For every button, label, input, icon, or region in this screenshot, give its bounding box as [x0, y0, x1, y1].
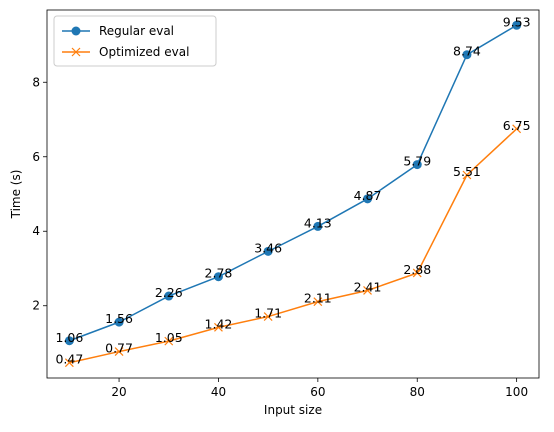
data-label-1-70: 4.87: [354, 188, 382, 203]
data-label-2-30: 1.05: [155, 330, 183, 345]
y-tick-label-8: 8: [32, 75, 40, 89]
series-line-2: [69, 128, 518, 364]
series-2-point-10: [64, 358, 74, 368]
series-2-point-80: [412, 268, 422, 278]
series-2-point-60: [313, 297, 323, 307]
y-tick-label-6: 6: [32, 150, 40, 164]
plot-frame: [46, 9, 540, 379]
data-labels-layer: 1.06 1.56 2.26 2.78 3.46 4.13 4.87 5.79 8.74 9.53…: [55, 14, 530, 366]
data-label-1-80: 5.79: [403, 154, 431, 169]
series-2-point-70: [363, 286, 372, 295]
x-tick-label-80: 80: [410, 385, 425, 399]
series-2-point-90: [462, 170, 472, 180]
y-axis-label: Time (s): [9, 170, 23, 220]
series-1-point-80: [412, 160, 422, 170]
x-axis-label: Input size: [264, 403, 322, 417]
data-label-1-10: 1.06: [55, 330, 83, 345]
series-1-point-100: [512, 20, 522, 30]
legend-marker-2: [71, 47, 81, 57]
data-label-1-30: 2.26: [155, 285, 183, 300]
data-label-2-50: 1.71: [254, 306, 282, 321]
data-label-1-50: 3.46: [254, 240, 282, 255]
data-label-2-10: 0.47: [55, 352, 83, 367]
legend-marker-1: [71, 26, 81, 36]
legend: Regular eval Optimized eval: [53, 15, 217, 67]
series-2-point-100: [512, 124, 522, 134]
series-1-point-70: [363, 194, 373, 204]
y-tick-label-2: 2: [32, 299, 40, 313]
series-layer: [64, 20, 522, 368]
series-2-point-50: [263, 312, 273, 321]
data-label-2-40: 1.42: [205, 316, 233, 331]
data-label-1-90: 8.74: [453, 44, 481, 59]
x-tick-label-40: 40: [211, 385, 226, 399]
data-label-2-80: 2.88: [403, 262, 431, 277]
series-1-point-50: [263, 246, 273, 256]
series-2-point-20: [114, 347, 124, 356]
series-1-point-10: [64, 336, 74, 346]
legend-label-2: Optimized eval: [99, 45, 189, 59]
x-tick-label-20: 20: [111, 385, 126, 399]
series-1-point-90: [462, 50, 472, 60]
series-1-point-20: [114, 317, 124, 327]
series-2-point-40: [214, 322, 223, 332]
legend-box: [53, 15, 217, 67]
data-label-1-60: 4.13: [304, 215, 332, 230]
x-tick-label-60: 60: [310, 385, 325, 399]
data-label-1-100: 9.53: [503, 14, 531, 29]
data-label-2-100: 6.75: [503, 118, 531, 133]
data-label-1-20: 1.56: [105, 311, 133, 326]
data-label-2-20: 0.77: [105, 341, 133, 356]
data-label-1-40: 2.78: [205, 266, 233, 281]
y-tick-label-4: 4: [32, 224, 40, 238]
ticks-layer: 20 40 60 80 100 2 4 6 8: [32, 75, 528, 399]
series-2-point-30: [164, 336, 174, 346]
series-1-point-40: [213, 272, 223, 282]
legend-label-1: Regular eval: [99, 24, 174, 38]
series-1-point-30: [164, 291, 174, 301]
series-line-1: [69, 24, 518, 342]
data-label-2-70: 2.41: [354, 279, 382, 294]
x-tick-label-100: 100: [505, 385, 528, 399]
data-label-2-60: 2.11: [304, 291, 332, 306]
data-label-2-90: 5.51: [453, 164, 481, 179]
series-1-point-60: [313, 221, 323, 231]
